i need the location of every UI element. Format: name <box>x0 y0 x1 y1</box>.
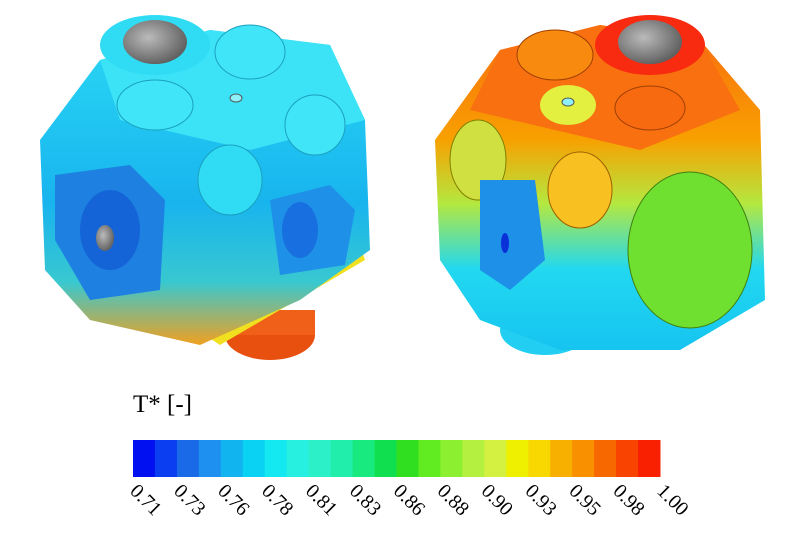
tick-label: 0.86 <box>389 480 429 520</box>
color-band <box>264 440 288 477</box>
right-model <box>435 15 765 355</box>
tick-label: 0.73 <box>169 480 209 520</box>
tick-label: 1.00 <box>652 480 692 520</box>
left-model <box>40 15 370 360</box>
color-band <box>154 440 178 477</box>
tick-label: 0.93 <box>521 480 561 520</box>
colorbar-labels: 0.71 0.73 0.76 0.78 0.81 0.83 0.86 0.88 0.90 0.93… <box>125 480 692 520</box>
color-band <box>352 440 376 477</box>
color-band <box>242 440 266 477</box>
tick-label: 0.81 <box>301 480 341 520</box>
color-band <box>638 440 661 477</box>
color-band <box>462 440 485 477</box>
color-band <box>550 440 573 477</box>
color-band <box>484 440 507 477</box>
color-band <box>133 440 156 477</box>
color-band <box>396 440 419 477</box>
color-band <box>374 440 397 477</box>
color-band <box>176 440 200 477</box>
tick-label: 0.83 <box>345 480 385 520</box>
colorbar <box>133 440 661 477</box>
color-band <box>286 440 310 477</box>
tick-label: 0.78 <box>257 480 297 520</box>
color-band <box>594 440 617 477</box>
color-band <box>330 440 354 477</box>
color-band <box>440 440 463 477</box>
color-band <box>506 440 529 477</box>
tick-label: 0.71 <box>125 480 165 520</box>
color-band <box>198 440 222 477</box>
tick-label: 0.98 <box>609 480 649 520</box>
color-band <box>418 440 441 477</box>
tick-label: 0.76 <box>213 480 253 520</box>
color-band <box>572 440 595 477</box>
tick-label: 0.90 <box>477 480 517 520</box>
color-band <box>308 440 332 477</box>
tick-label: 0.88 <box>433 480 473 520</box>
color-band <box>220 440 244 477</box>
color-band <box>616 440 639 477</box>
colorbar-title: T* [-] <box>133 391 192 418</box>
color-band <box>528 440 551 477</box>
tick-label: 0.95 <box>565 480 605 520</box>
